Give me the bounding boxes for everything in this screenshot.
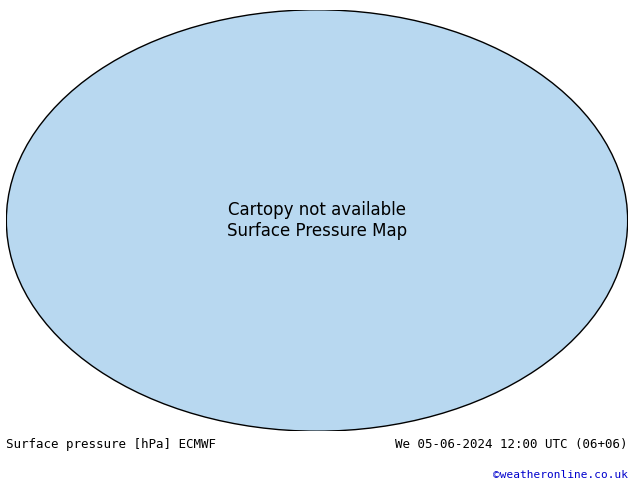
- Ellipse shape: [6, 10, 628, 431]
- Text: ©weatheronline.co.uk: ©weatheronline.co.uk: [493, 470, 628, 480]
- Text: Surface pressure [hPa] ECMWF: Surface pressure [hPa] ECMWF: [6, 438, 216, 451]
- Text: We 05-06-2024 12:00 UTC (06+06): We 05-06-2024 12:00 UTC (06+06): [395, 438, 628, 451]
- Text: Cartopy not available
Surface Pressure Map: Cartopy not available Surface Pressure M…: [227, 201, 407, 240]
